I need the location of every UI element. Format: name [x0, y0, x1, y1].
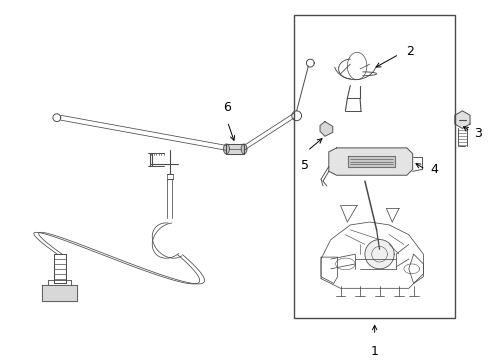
Polygon shape	[223, 144, 229, 154]
Polygon shape	[328, 148, 412, 175]
Text: 2: 2	[405, 45, 413, 58]
Text: 6: 6	[223, 101, 231, 114]
Polygon shape	[454, 111, 469, 129]
Polygon shape	[347, 156, 394, 167]
Polygon shape	[42, 285, 77, 301]
Text: 5: 5	[301, 159, 309, 172]
Polygon shape	[226, 144, 244, 154]
Polygon shape	[241, 144, 246, 154]
Text: 1: 1	[370, 345, 378, 358]
Text: 4: 4	[429, 163, 437, 176]
Polygon shape	[320, 122, 332, 136]
Polygon shape	[364, 239, 393, 269]
Text: 3: 3	[473, 127, 481, 140]
Bar	[293, 15, 454, 318]
